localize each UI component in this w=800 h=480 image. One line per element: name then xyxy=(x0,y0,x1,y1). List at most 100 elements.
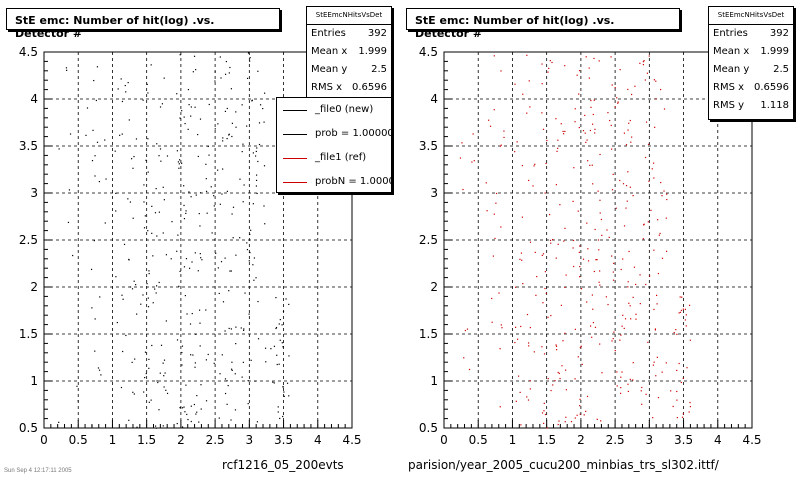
data-point xyxy=(131,361,133,363)
left-stats-header: StEEmcNHitsVsDet xyxy=(307,7,391,25)
right-chart-title: StE emc: Number of hit(log) .vs. Detecto… xyxy=(406,8,680,40)
data-point xyxy=(215,252,217,254)
data-point xyxy=(264,223,266,225)
data-point xyxy=(587,248,589,250)
data-point xyxy=(119,134,121,136)
data-point xyxy=(653,308,655,311)
data-point xyxy=(590,106,592,108)
data-point xyxy=(193,55,196,57)
data-point xyxy=(92,129,94,131)
data-point xyxy=(221,354,223,356)
data-point xyxy=(220,77,222,79)
data-point xyxy=(181,364,183,366)
data-point xyxy=(259,104,262,106)
data-point xyxy=(684,308,687,310)
data-point xyxy=(659,88,662,91)
data-point xyxy=(623,327,625,329)
data-point xyxy=(462,188,464,191)
data-point xyxy=(275,326,278,329)
data-point xyxy=(200,408,202,410)
data-point xyxy=(246,242,248,244)
data-point xyxy=(148,270,150,272)
data-point xyxy=(192,71,194,73)
data-point xyxy=(682,377,684,379)
data-point xyxy=(176,422,178,425)
data-point xyxy=(473,160,475,162)
data-point xyxy=(654,328,656,330)
data-point xyxy=(198,309,201,311)
x-tick-label: 4 xyxy=(714,433,722,447)
data-point xyxy=(100,374,102,376)
data-point xyxy=(256,421,259,423)
stat-label: Mean y xyxy=(713,64,750,75)
data-point xyxy=(629,186,631,188)
data-point xyxy=(560,123,562,125)
data-point xyxy=(254,380,256,382)
data-point xyxy=(665,250,668,252)
data-point xyxy=(639,274,641,276)
data-point xyxy=(544,192,546,194)
data-point xyxy=(235,254,237,256)
data-point xyxy=(263,165,266,167)
data-point xyxy=(581,363,583,365)
data-point xyxy=(655,98,657,100)
data-point xyxy=(653,79,655,81)
stat-label: RMS x xyxy=(713,82,745,93)
data-point xyxy=(499,145,502,147)
data-point xyxy=(627,390,629,393)
data-point xyxy=(578,126,580,129)
data-point xyxy=(558,372,560,375)
data-point xyxy=(161,103,163,105)
data-point xyxy=(578,70,581,72)
data-point xyxy=(521,164,523,167)
data-point xyxy=(550,242,552,244)
data-point xyxy=(546,139,548,142)
data-point xyxy=(146,83,148,86)
data-point xyxy=(615,207,617,209)
data-point xyxy=(205,190,208,192)
data-point xyxy=(542,302,544,304)
y-tick-label: 3.5 xyxy=(19,139,38,153)
data-point xyxy=(605,296,607,298)
data-point xyxy=(607,303,609,306)
data-point xyxy=(160,160,162,162)
data-point xyxy=(179,270,181,272)
legend-entry: _file0 (new) xyxy=(277,98,391,122)
data-point xyxy=(591,294,593,296)
data-point xyxy=(485,182,487,184)
data-point xyxy=(246,248,249,251)
x-tick-label: 2 xyxy=(577,433,585,447)
data-point xyxy=(612,271,614,273)
data-point xyxy=(557,371,559,374)
data-point xyxy=(685,325,687,327)
data-point xyxy=(653,177,655,179)
data-point xyxy=(556,349,558,351)
data-point xyxy=(689,405,692,408)
data-point xyxy=(666,193,668,195)
data-point xyxy=(565,369,567,371)
data-point xyxy=(213,362,215,364)
data-point xyxy=(151,344,153,347)
data-point xyxy=(640,390,642,392)
data-point xyxy=(599,270,601,272)
data-point xyxy=(248,260,250,262)
data-point xyxy=(611,255,613,257)
data-point xyxy=(163,375,165,377)
legend-label: _file0 (new) xyxy=(315,104,374,115)
data-point xyxy=(676,369,678,372)
data-point xyxy=(121,133,123,135)
data-point xyxy=(584,132,586,134)
data-point xyxy=(208,103,210,106)
data-point xyxy=(147,92,149,94)
data-point xyxy=(97,367,100,369)
data-point xyxy=(243,328,245,330)
data-point xyxy=(630,141,632,143)
data-point xyxy=(224,110,227,113)
data-point xyxy=(99,296,101,298)
data-point xyxy=(672,405,674,408)
data-point xyxy=(154,288,156,290)
data-point xyxy=(617,101,619,103)
data-point xyxy=(461,142,463,144)
data-point xyxy=(627,88,629,91)
data-point xyxy=(586,222,588,224)
